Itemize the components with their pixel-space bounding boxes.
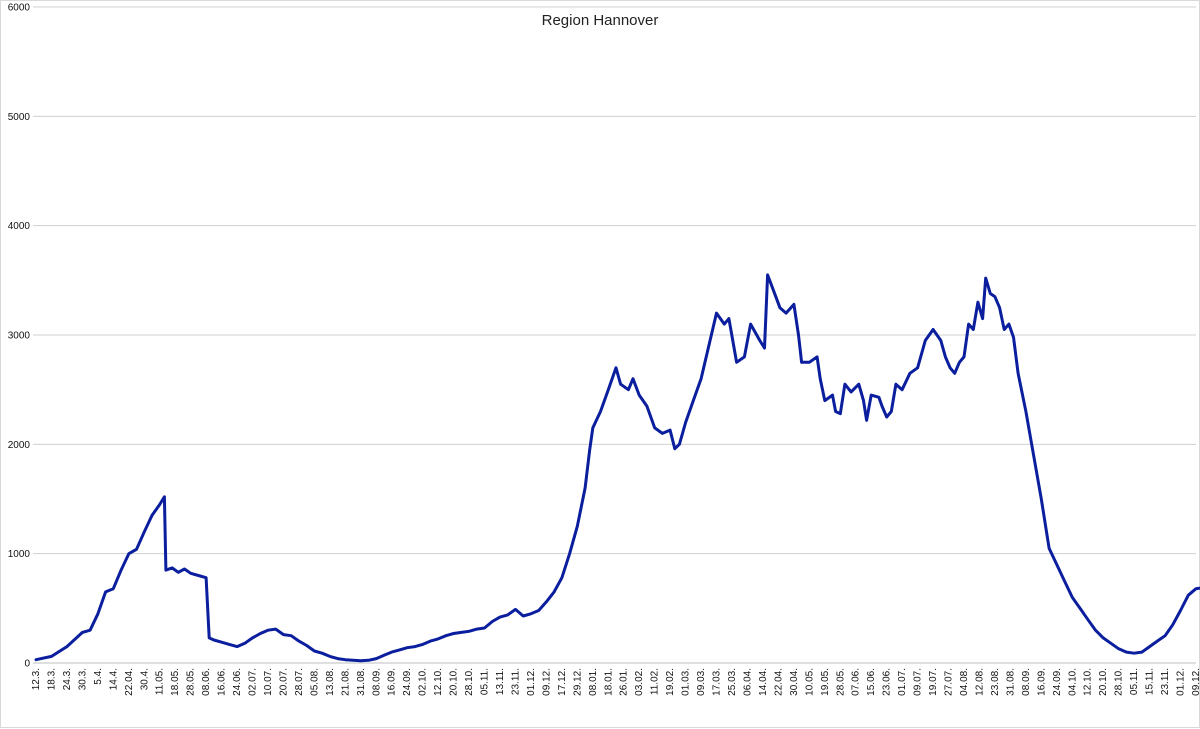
y-axis-ticks: 0 1000 2000 3000 4000 5000 6000 — [8, 3, 31, 670]
x-tick-label: 12.10. — [1083, 668, 1094, 696]
x-tick-label: 05.11. — [1129, 668, 1140, 695]
x-tick-label: 26.01. — [619, 668, 630, 696]
x-tick-label: 24.09. — [402, 668, 413, 696]
x-tick-label: 13.11. — [495, 668, 506, 695]
x-tick-label: 28.05. — [835, 668, 846, 696]
chart-title: Region Hannover — [542, 12, 659, 29]
x-tick-label: 02.10. — [418, 668, 429, 696]
x-tick-label: 24.3. — [62, 668, 73, 690]
x-tick-label: 28.05. — [186, 668, 197, 696]
x-tick-label: 08.09. — [1021, 668, 1032, 696]
x-tick-label: 30.3. — [77, 668, 88, 690]
x-tick-label: 24.06. — [232, 668, 243, 696]
x-tick-label: 11.05. — [155, 668, 166, 695]
x-tick-label: 09.12. — [541, 668, 552, 696]
x-tick-label: 28.07. — [294, 668, 305, 696]
series-layer — [34, 273, 1200, 663]
y-tick-label: 1000 — [8, 549, 31, 560]
y-tick-label: 0 — [24, 659, 30, 670]
x-tick-label: 08.01. — [588, 668, 599, 696]
x-tick-label: 27.07. — [944, 668, 955, 696]
x-tick-label: 31.08. — [1005, 668, 1016, 696]
x-tick-label: 01.03. — [681, 668, 692, 696]
x-tick-label: 01.07. — [897, 668, 908, 696]
x-tick-label: 28.10. — [464, 668, 475, 696]
gridlines — [33, 6, 1196, 664]
x-tick-label: 08.06. — [201, 668, 212, 696]
x-tick-label: 05.11. — [480, 668, 491, 695]
x-tick-label: 29.12. — [572, 668, 583, 696]
x-tick-label: 07.06. — [851, 668, 862, 696]
x-tick-label: 19.05. — [820, 668, 831, 696]
x-tick-label: 12.10. — [433, 668, 444, 696]
x-tick-label: 19.07. — [928, 668, 939, 696]
x-tick-label: 22.04. — [124, 668, 135, 696]
y-tick-label: 3000 — [8, 331, 31, 342]
x-tick-label: 17.12. — [557, 668, 568, 696]
x-tick-label: 02.07. — [248, 668, 259, 696]
x-tick-label: 16.06. — [217, 668, 228, 696]
x-tick-label: 06.04. — [742, 668, 753, 696]
x-tick-label: 23.11. — [510, 668, 521, 695]
x-tick-label: 21.08. — [340, 668, 351, 696]
x-tick-label: 16.09. — [1036, 668, 1047, 696]
x-tick-label: 10.05. — [804, 668, 815, 696]
x-tick-label: 17.03. — [712, 668, 723, 696]
y-tick-label: 5000 — [8, 112, 31, 123]
x-tick-label: 04.08. — [959, 668, 970, 696]
x-tick-label: 23.08. — [990, 668, 1001, 696]
x-tick-label: 28.10. — [1114, 668, 1125, 696]
x-tick-label: 08.09. — [371, 668, 382, 696]
x-tick-label: 10.07. — [263, 668, 274, 696]
x-tick-label: 30.04. — [789, 668, 800, 696]
x-tick-label: 20.07. — [278, 668, 289, 696]
x-tick-label: 25.03. — [727, 668, 738, 696]
x-tick-label: 12.08. — [974, 668, 985, 696]
x-tick-label: 05.08. — [309, 668, 320, 696]
x-tick-label: 14.4. — [108, 668, 119, 690]
x-tick-label: 14.04. — [758, 668, 769, 696]
x-tick-label: 12.3. — [31, 668, 42, 690]
x-tick-label: 18.3. — [46, 668, 57, 690]
series-line-0 — [34, 273, 1200, 663]
x-axis-ticks: 12.3. 18.3. 24.3. 30.3. 5.4. 14.4. 22.04. 30.4.… — [31, 668, 1200, 696]
x-tick-label: 5.4. — [93, 668, 104, 685]
x-tick-label: 09.07. — [913, 668, 924, 696]
x-tick-label: 22.04. — [773, 668, 784, 696]
x-tick-label: 03.02. — [634, 668, 645, 696]
x-tick-label: 09.03. — [696, 668, 707, 696]
x-tick-label: 18.05. — [170, 668, 181, 696]
x-tick-label: 23.06. — [882, 668, 893, 696]
x-tick-label: 19.02. — [665, 668, 676, 696]
x-tick-label: 20.10. — [449, 668, 460, 696]
x-tick-label: 16.09. — [387, 668, 398, 696]
x-tick-label: 04.10. — [1067, 668, 1078, 696]
x-tick-label: 15.06. — [866, 668, 877, 696]
x-tick-label: 11.02. — [650, 668, 661, 695]
x-tick-label: 30.4. — [139, 668, 150, 690]
x-tick-label: 01.12. — [526, 668, 537, 696]
x-tick-label: 20.10. — [1098, 668, 1109, 696]
y-tick-label: 6000 — [8, 3, 31, 14]
x-tick-label: 23.11. — [1160, 668, 1171, 695]
x-tick-label: 24.09. — [1052, 668, 1063, 696]
x-tick-label: 13.08. — [325, 668, 336, 696]
x-tick-label: 09.12. — [1191, 668, 1200, 696]
x-tick-label: 15.11. — [1145, 668, 1156, 695]
x-tick-label: 01.12. — [1176, 668, 1187, 696]
x-tick-label: 18.01. — [603, 668, 614, 696]
y-tick-label: 4000 — [8, 221, 31, 232]
x-tick-label: 31.08. — [356, 668, 367, 696]
y-tick-label: 2000 — [8, 440, 31, 451]
